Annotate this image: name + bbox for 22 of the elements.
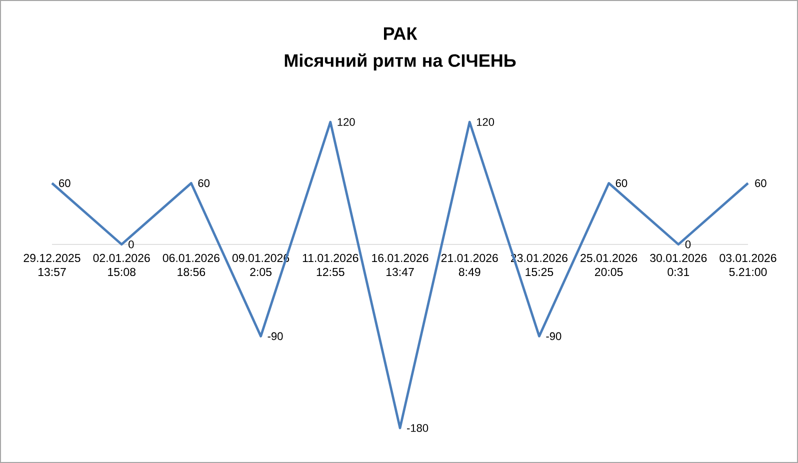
data-label: 60 (616, 179, 628, 188)
x-tick-label: 25.01.2026 20:05 (580, 254, 638, 276)
data-label: 120 (338, 118, 355, 126)
chart-subtitle: Місячний ритм на СІЧЕНЬ (284, 53, 516, 70)
x-tick-label: 16.01.2026 13:47 (372, 254, 428, 276)
x-tick-label: 06.01.2026 18:56 (162, 254, 220, 276)
x-tick-label: 11.01.2026 12:55 (302, 254, 358, 276)
x-tick-label: 02.01.2026 15:08 (93, 254, 150, 276)
data-label: 60 (59, 179, 70, 188)
data-label: 0 (128, 240, 134, 248)
data-label: -90 (268, 332, 283, 340)
data-label: 60 (755, 179, 766, 188)
x-tick-label: 29.12.2025 13:57 (24, 254, 80, 276)
data-label: 60 (198, 179, 210, 188)
x-tick-label: 21.01.2026 8:49 (441, 254, 498, 276)
data-label: 0 (685, 240, 691, 248)
data-label: 120 (476, 118, 494, 126)
data-label: -180 (407, 424, 428, 432)
x-tick-label: 30.01.2026 0:31 (650, 254, 707, 276)
data-label: -90 (546, 332, 562, 340)
chart-title: РАК (384, 27, 418, 40)
x-tick-label: 03.01.2026 5.21:00 (720, 254, 776, 276)
